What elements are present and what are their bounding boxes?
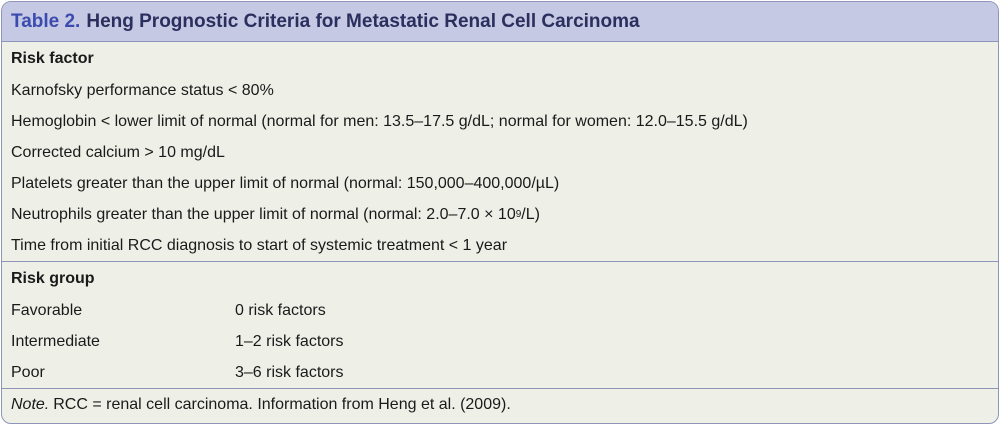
risk-factor-heading: Risk factor (11, 49, 94, 67)
risk-group-value: 3–6 risk factors (235, 363, 344, 381)
risk-group-row: Intermediate 1–2 risk factors (2, 326, 998, 357)
risk-factor-item: Platelets greater than the upper limit o… (11, 174, 560, 192)
table-title: Table 2. Heng Prognostic Criteria for Me… (2, 2, 998, 42)
risk-group-name: Favorable (11, 301, 83, 319)
table-title-text: Heng Prognostic Criteria for Metastatic … (86, 10, 640, 32)
risk-group-name: Poor (11, 363, 45, 381)
risk-group-name: Intermediate (11, 332, 100, 350)
risk-factor-item-neutrophils: Neutrophils greater than the upper limit… (11, 205, 540, 223)
risk-group-row: Poor 3–6 risk factors (2, 357, 998, 388)
table-number: Table 2. (11, 10, 81, 32)
neutrophils-text: Neutrophils greater than the upper limit… (11, 205, 516, 223)
risk-group-value: 1–2 risk factors (235, 332, 344, 350)
risk-factor-item: Karnofsky performance status < 80% (11, 81, 274, 99)
table-note: Note. RCC = renal cell carcinoma. Inform… (2, 388, 998, 421)
risk-factor-item: Corrected calcium > 10 mg/dL (11, 143, 225, 161)
note-text: RCC = renal cell carcinoma. Information … (53, 396, 511, 413)
risk-group-row: Favorable 0 risk factors (2, 295, 998, 326)
risk-factor-item: Hemoglobin < lower limit of normal (norm… (11, 112, 748, 130)
neutrophils-suffix: /L) (521, 205, 540, 223)
note-label: Note. (11, 396, 50, 413)
risk-group-value: 0 risk factors (235, 301, 326, 319)
risk-factor-item: Time from initial RCC diagnosis to start… (11, 236, 508, 254)
risk-group-heading: Risk group (2, 261, 998, 295)
